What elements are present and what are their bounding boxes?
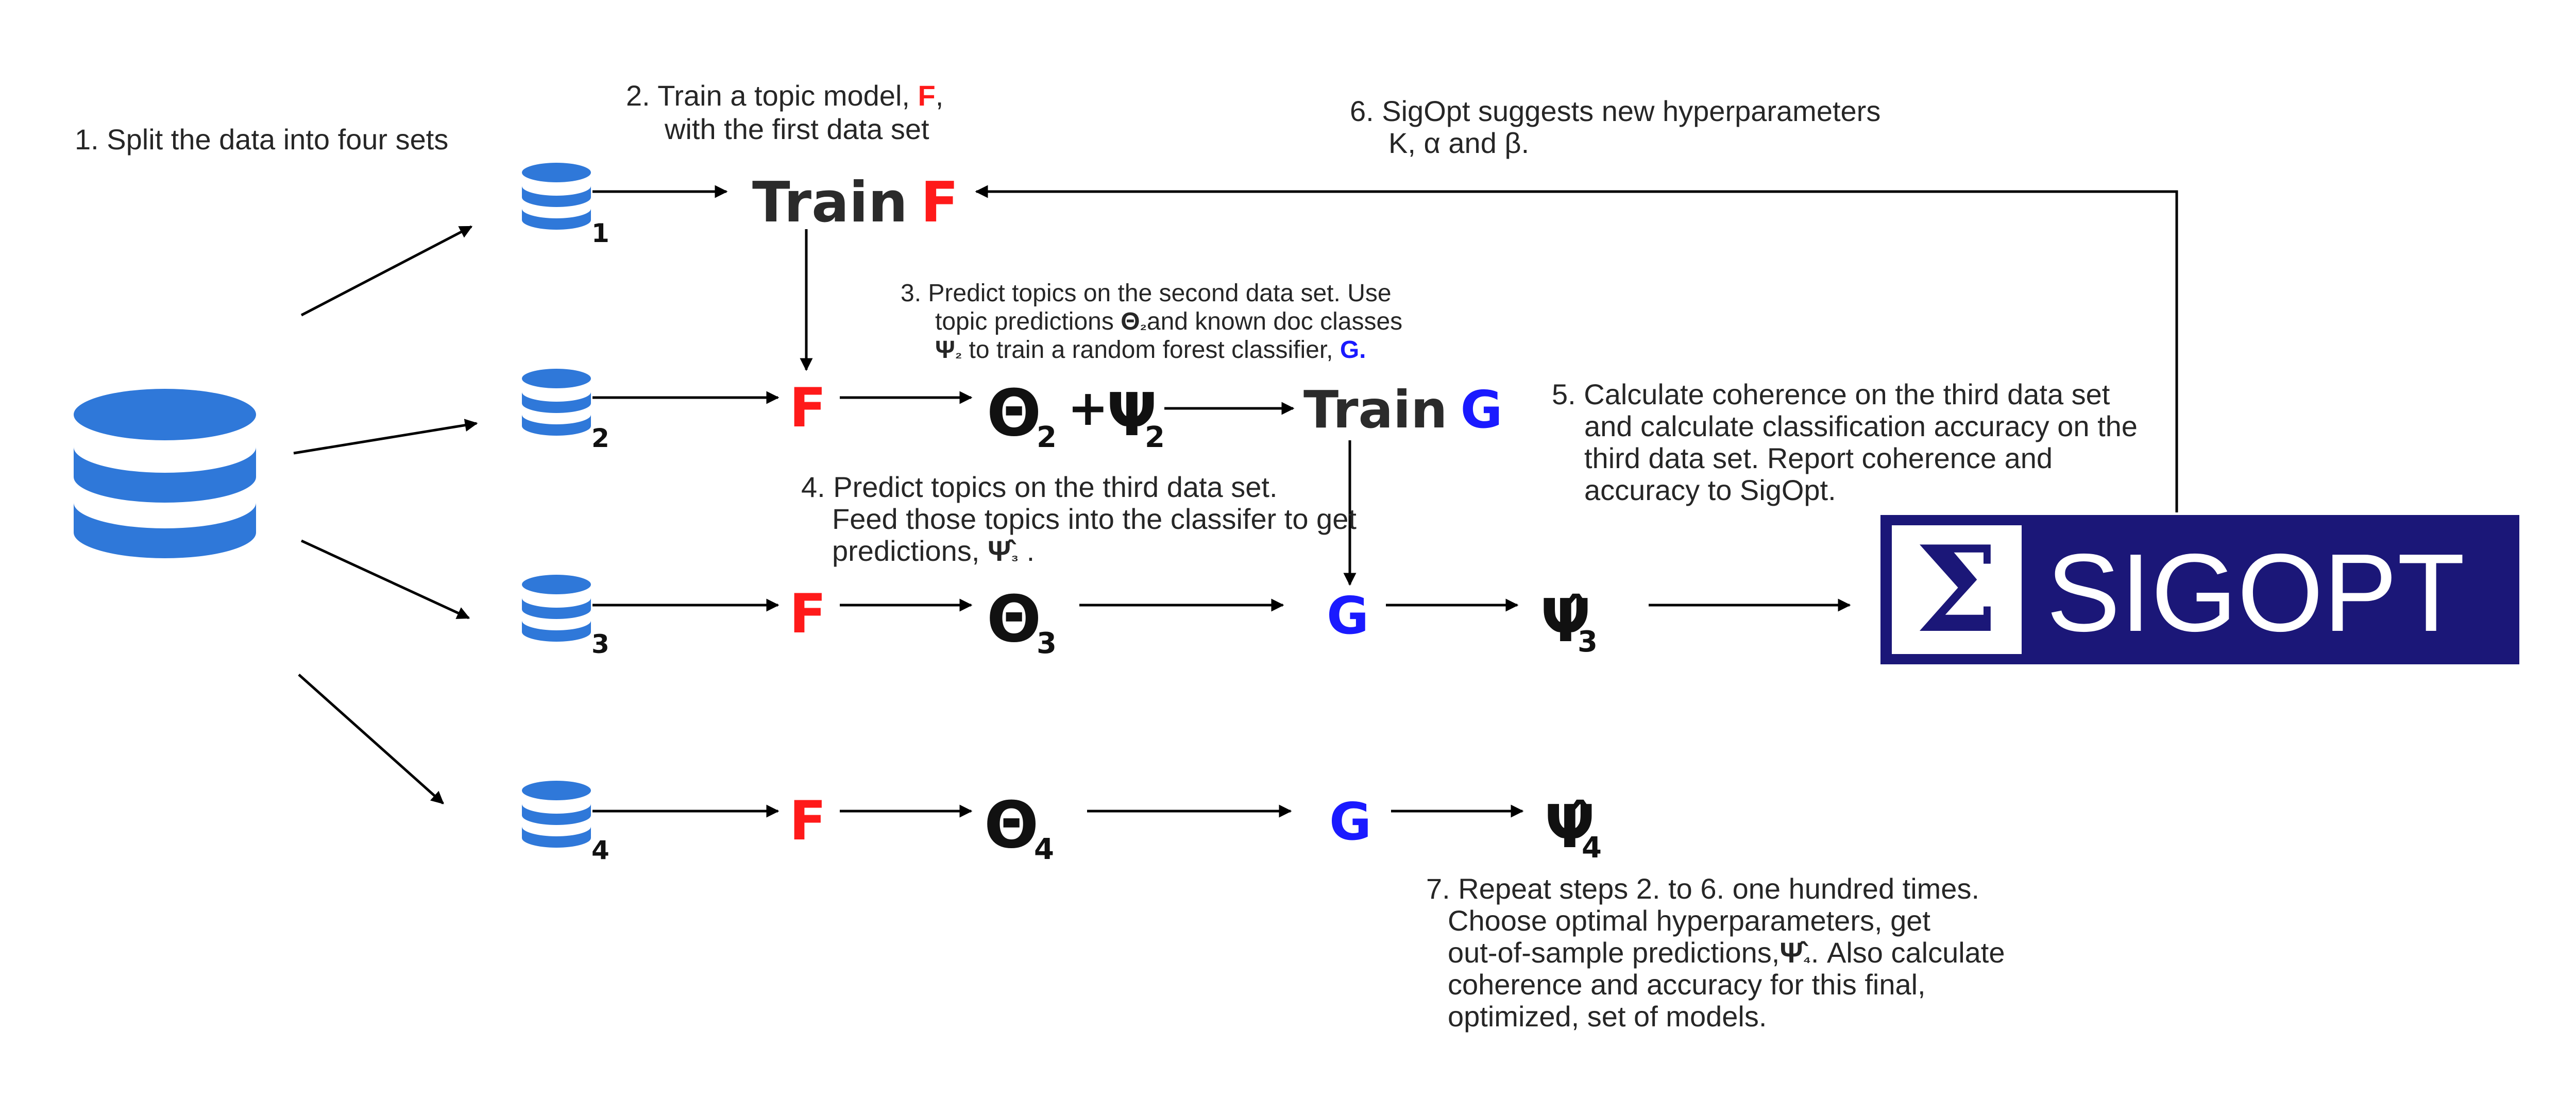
classifier-g-row-4: G	[1329, 792, 1371, 852]
step-3-note: 3. Predict topics on the second data set…	[901, 280, 1402, 364]
svg-text:third data set. Report coheren: third data set. Report coherence and	[1584, 442, 2053, 474]
database-icon-set-4	[522, 781, 591, 848]
step-6-note: 6. SigOpt suggests new hyperparameters K…	[1350, 95, 1880, 159]
psi-hat-3-symbol: Ψ̂	[1540, 587, 1591, 656]
step-5-note: 5. Calculate coherence on the third data…	[1552, 378, 2138, 506]
svg-text:K, α and β.: K, α and β.	[1388, 127, 1529, 159]
classifier-g-row-3: G	[1327, 586, 1369, 646]
svg-text:6. SigOpt suggests new hyperpa: 6. SigOpt suggests new hyperparameters	[1350, 95, 1880, 127]
sigopt-logo: Σ SIGOPT	[1880, 515, 2519, 664]
step-4-note: 4. Predict topics on the third data set.…	[801, 471, 1357, 567]
database-icon-set-3	[522, 575, 591, 642]
svg-text:predictions, Ψ̂₃ .: predictions, Ψ̂₃ .	[832, 535, 1035, 567]
svg-text:Ψ₂ to train a random forest cl: Ψ₂ to train a random forest classifier, …	[935, 336, 1366, 364]
svg-text:and calculate classification a: and calculate classification accuracy on…	[1584, 410, 2138, 442]
step-7-note: 7. Repeat steps 2. to 6. one hundred tim…	[1426, 872, 2005, 1033]
database-icon-set-1	[522, 163, 591, 230]
sigopt-wordmark: SIGOPT	[2046, 530, 2465, 655]
theta-3-symbol: Θ	[987, 582, 1041, 657]
train-f-node: Train F	[752, 170, 959, 235]
theta2-plus-psi2-node: Θ 2 + Ψ 2	[987, 376, 1165, 454]
psi-hat-3-subscript: 3	[1578, 625, 1598, 659]
svg-text:2. Train a topic model, F,: 2. Train a topic model, F,	[626, 79, 943, 112]
step-2-note: 2. Train a topic model, F, with the firs…	[626, 79, 943, 145]
svg-text:optimized, set of models.: optimized, set of models.	[1448, 1000, 1767, 1033]
svg-text:Feed those topics into the cla: Feed those topics into the classifer to …	[832, 503, 1357, 535]
arrows	[293, 185, 2178, 818]
set-4-label: 4	[591, 835, 609, 865]
step-1-note: 1. Split the data into four sets	[75, 123, 448, 156]
database-icon-set-2	[522, 369, 591, 436]
theta-2-symbol: Θ	[987, 376, 1041, 451]
psi-2-subscript: 2	[1145, 421, 1165, 454]
svg-text:topic predictions Θ₂and known: topic predictions Θ₂and known doc classe…	[935, 308, 1402, 335]
model-f-row-4: F	[789, 789, 826, 852]
svg-text:accuracy to SigOpt.: accuracy to SigOpt.	[1584, 474, 1836, 506]
svg-text:5. Calculate coherence on the: 5. Calculate coherence on the third data…	[1552, 378, 2110, 410]
database-icon-main	[74, 389, 256, 558]
psi-hat-4-subscript: 4	[1582, 831, 1602, 865]
svg-text:Choose optimal hyperparameters: Choose optimal hyperparameters, get	[1448, 904, 1930, 937]
arrow-split-2	[293, 419, 478, 455]
arrow-split-1	[300, 225, 473, 317]
set-1-label: 1	[591, 218, 609, 248]
set-3-label: 3	[591, 629, 609, 659]
set-2-label: 2	[591, 423, 609, 453]
svg-text:3. Predict topics on the secon: 3. Predict topics on the second data set…	[901, 280, 1392, 307]
svg-text:4. Predict topics on the third: 4. Predict topics on the third data set.	[801, 471, 1278, 503]
theta-3-subscript: 3	[1037, 627, 1057, 660]
sigma-icon: Σ	[1915, 520, 1999, 659]
theta-4-subscript: 4	[1034, 833, 1054, 866]
psi-2-symbol: Ψ	[1107, 381, 1157, 450]
arrow-split-3	[300, 539, 470, 620]
train-g-node: Train G	[1303, 380, 1503, 440]
theta-4-symbol: Θ	[984, 788, 1039, 863]
model-f-row-3: F	[789, 582, 826, 645]
arrow-split-4	[298, 674, 444, 804]
svg-text:7. Repeat steps 2. to 6. one h: 7. Repeat steps 2. to 6. one hundred tim…	[1426, 872, 1979, 905]
svg-text:with the first data set: with the first data set	[664, 113, 929, 145]
arrow-sigopt-feedback	[975, 185, 2178, 512]
svg-text:coherence and accuracy for thi: coherence and accuracy for this final,	[1448, 968, 1926, 1001]
psi-hat-4-symbol: Ψ̂	[1545, 793, 1595, 862]
model-f-row-2: F	[789, 376, 826, 439]
theta-2-subscript: 2	[1037, 421, 1057, 454]
plus-sign: +	[1067, 380, 1109, 437]
svg-text:out-of-sample predictions,Ψ̂₄.: out-of-sample predictions,Ψ̂₄. Also calc…	[1448, 936, 2005, 969]
